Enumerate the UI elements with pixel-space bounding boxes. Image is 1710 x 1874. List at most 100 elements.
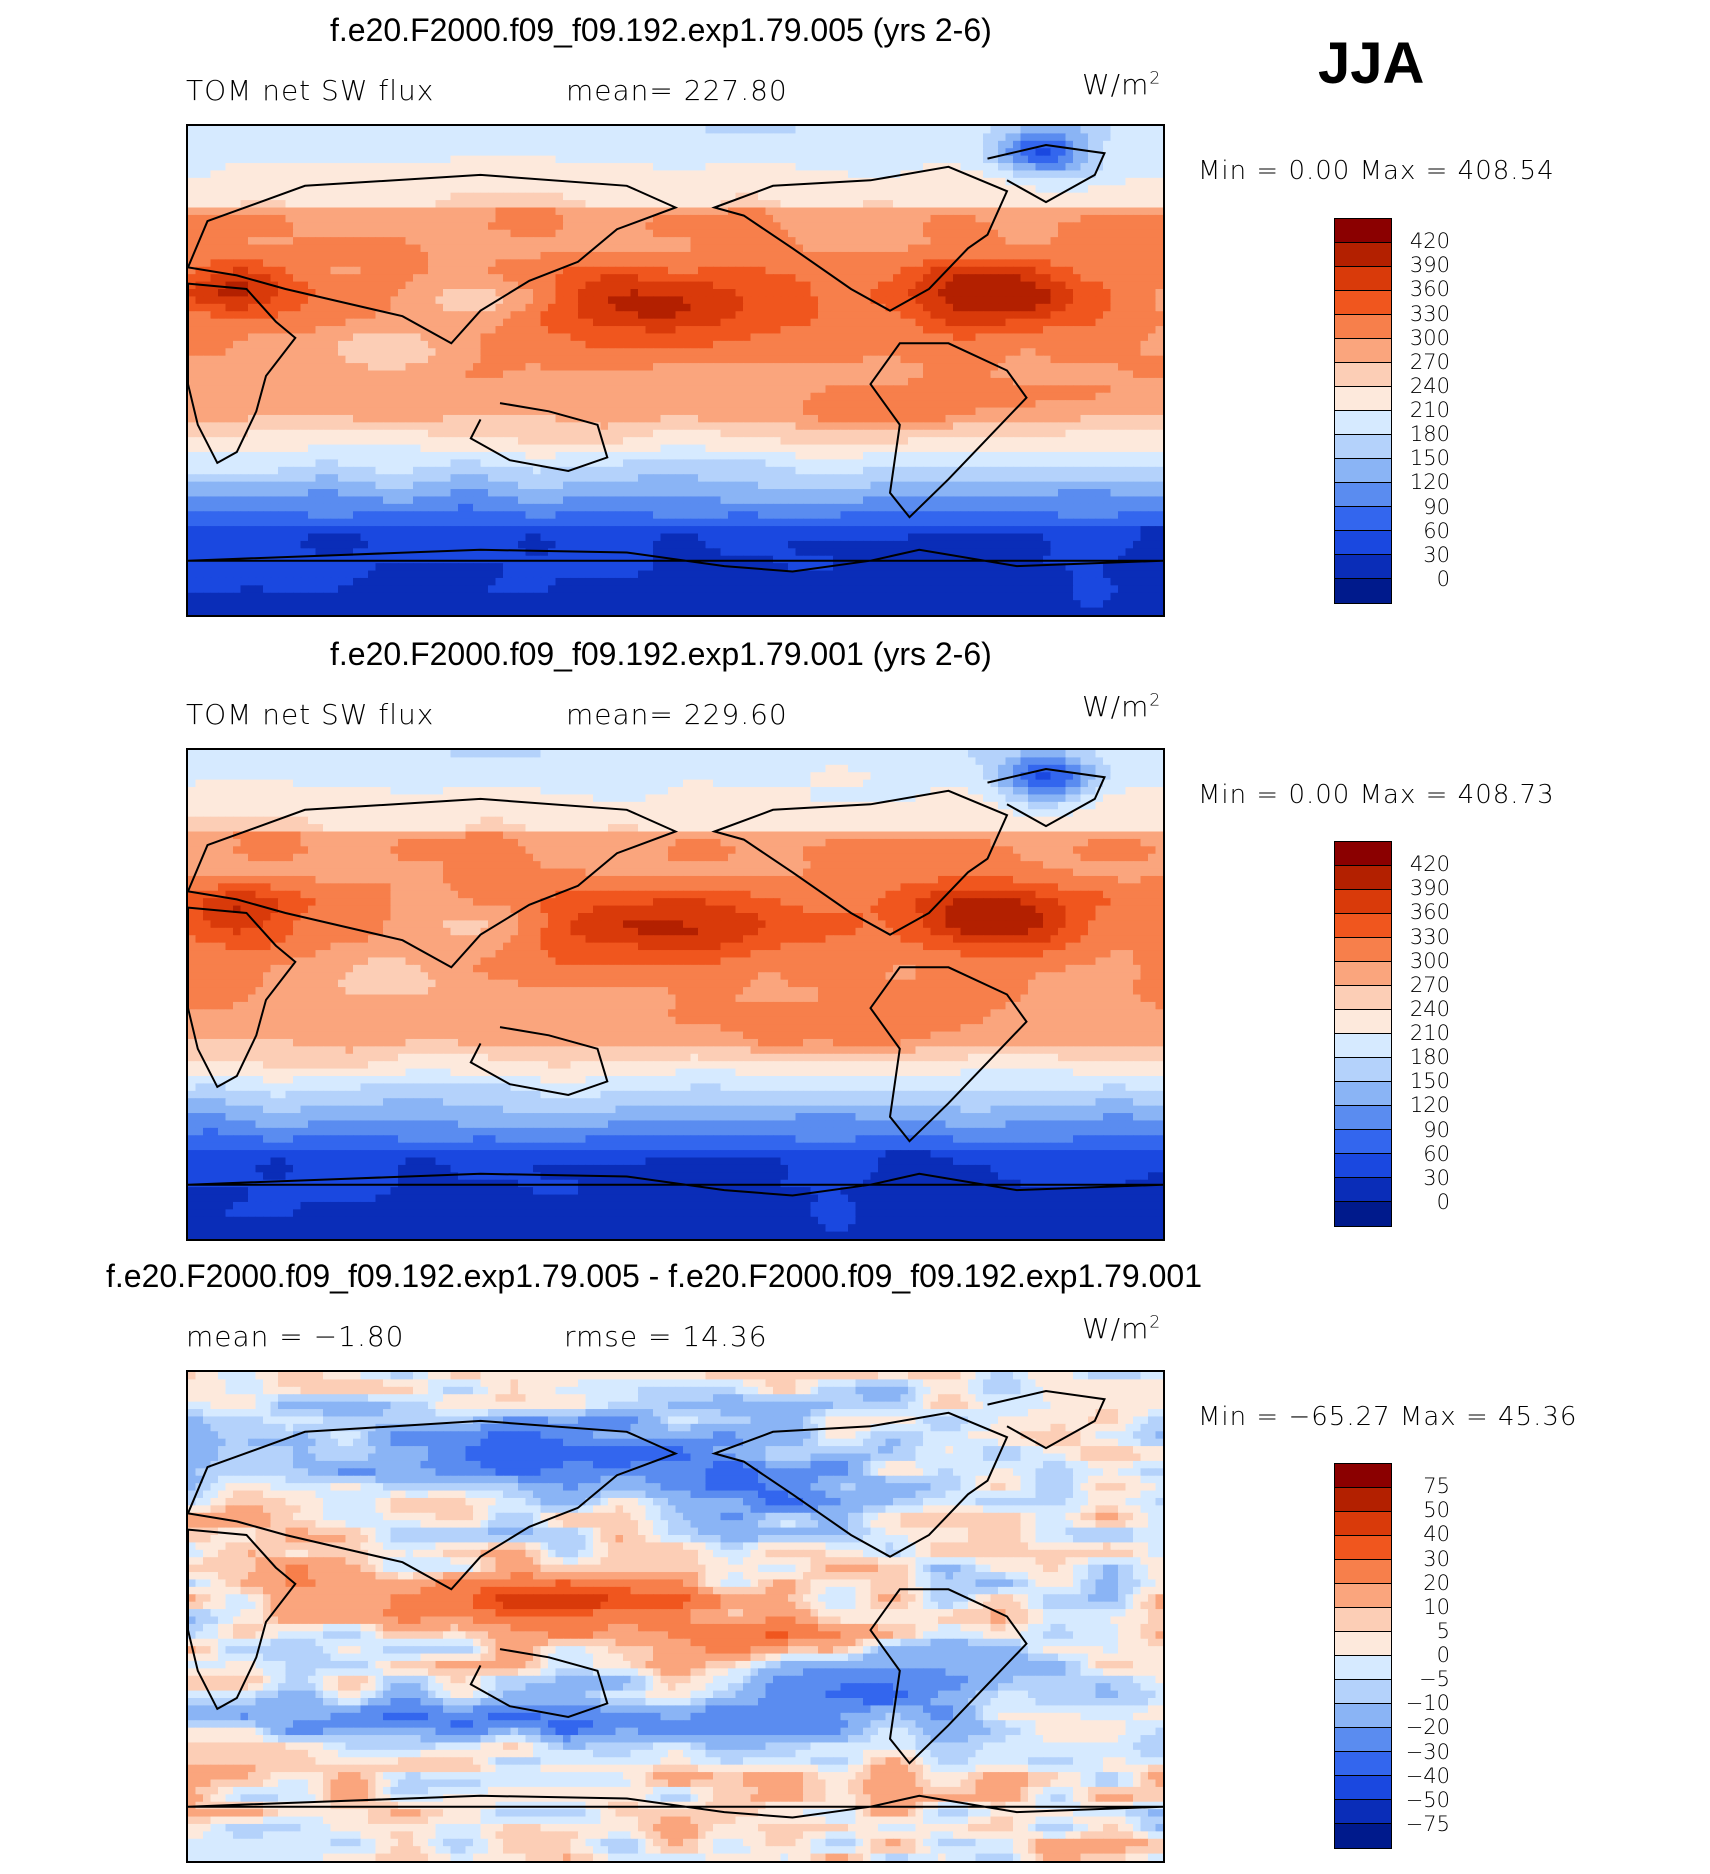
field-cell — [585, 207, 594, 216]
field-cell — [773, 259, 782, 268]
field-cell — [1013, 207, 1022, 216]
field-cell — [323, 222, 332, 231]
field-cell — [353, 251, 362, 260]
field-cell — [758, 222, 767, 231]
field-cell — [255, 318, 264, 327]
field-cell — [1013, 392, 1022, 401]
field-cell — [1005, 311, 1014, 320]
field-cell — [885, 370, 894, 379]
field-cell — [923, 126, 932, 135]
field-cell — [870, 296, 879, 305]
field-cell — [585, 244, 594, 253]
field-cell — [953, 170, 962, 179]
field-cell — [210, 370, 219, 379]
field-cell — [893, 133, 902, 142]
field-cell — [938, 333, 947, 342]
field-cell — [788, 133, 797, 142]
field-cell — [383, 133, 392, 142]
season-label: JJA — [1318, 30, 1424, 97]
field-cell — [930, 296, 939, 305]
field-cell — [210, 148, 219, 157]
field-cell — [450, 237, 459, 246]
field-cell — [195, 333, 204, 342]
field-cell — [195, 363, 204, 372]
field-cell — [713, 207, 722, 216]
field-cell — [893, 148, 902, 157]
field-cell — [315, 348, 324, 357]
field-cell — [893, 222, 902, 231]
field-cell — [203, 200, 212, 209]
field-cell — [968, 170, 977, 179]
field-cell — [225, 163, 234, 172]
field-cell — [563, 296, 572, 305]
field-cell — [240, 237, 249, 246]
field-cell — [240, 348, 249, 357]
field-cell — [338, 377, 347, 386]
field-cell — [765, 200, 774, 209]
field-cell — [683, 370, 692, 379]
field-cell — [525, 311, 534, 320]
field-cell — [255, 274, 264, 283]
field-cell — [518, 222, 527, 231]
field-cell — [758, 340, 767, 349]
field-cell — [240, 133, 249, 142]
field-cell — [563, 266, 572, 275]
field-cell — [833, 348, 842, 357]
field-cell — [338, 170, 347, 179]
field-cell — [480, 229, 489, 238]
field-cell — [1020, 237, 1029, 246]
field-cell — [690, 214, 699, 223]
field-cell — [248, 311, 257, 320]
field-cell — [683, 318, 692, 327]
field-cell — [255, 311, 264, 320]
field-cell — [413, 326, 422, 335]
field-cell — [795, 170, 804, 179]
field-cell — [735, 251, 744, 260]
field-cell — [1125, 355, 1134, 364]
field-cell — [863, 355, 872, 364]
field-cell — [675, 214, 684, 223]
field-cell — [353, 126, 362, 135]
field-cell — [1133, 355, 1142, 364]
field-cell — [1028, 355, 1037, 364]
field-cell — [818, 326, 827, 335]
field-cell — [983, 355, 992, 364]
field-cell — [428, 177, 437, 186]
field-cell — [1005, 377, 1014, 386]
field-cell — [930, 326, 939, 335]
field-cell — [510, 348, 519, 357]
field-cell — [705, 140, 714, 149]
field-cell — [720, 296, 729, 305]
field-cell — [443, 266, 452, 275]
field-cell — [660, 251, 669, 260]
field-cell — [668, 377, 677, 386]
field-cell — [953, 200, 962, 209]
field-cell — [540, 296, 549, 305]
field-cell — [480, 348, 489, 357]
field-cell — [668, 155, 677, 164]
field-cell — [435, 207, 444, 216]
field-cell — [375, 185, 384, 194]
field-cell — [533, 289, 542, 298]
field-cell — [240, 385, 249, 394]
field-cell — [653, 140, 662, 149]
field-cell — [630, 177, 639, 186]
field-cell — [743, 126, 752, 135]
field-cell — [938, 140, 947, 149]
field-cell — [765, 259, 774, 268]
field-cell — [915, 400, 924, 409]
field-cell — [803, 377, 812, 386]
field-cell — [720, 355, 729, 364]
field-cell — [390, 237, 399, 246]
field-cell — [420, 355, 429, 364]
field-cell — [900, 377, 909, 386]
field-cell — [908, 140, 917, 149]
field-cell — [368, 244, 377, 253]
field-cell — [923, 377, 932, 386]
field-cell — [570, 318, 579, 327]
field-cell — [698, 355, 707, 364]
field-cell — [525, 214, 534, 223]
field-cell — [968, 259, 977, 268]
field-cell — [1035, 311, 1044, 320]
field-cell — [1058, 296, 1067, 305]
